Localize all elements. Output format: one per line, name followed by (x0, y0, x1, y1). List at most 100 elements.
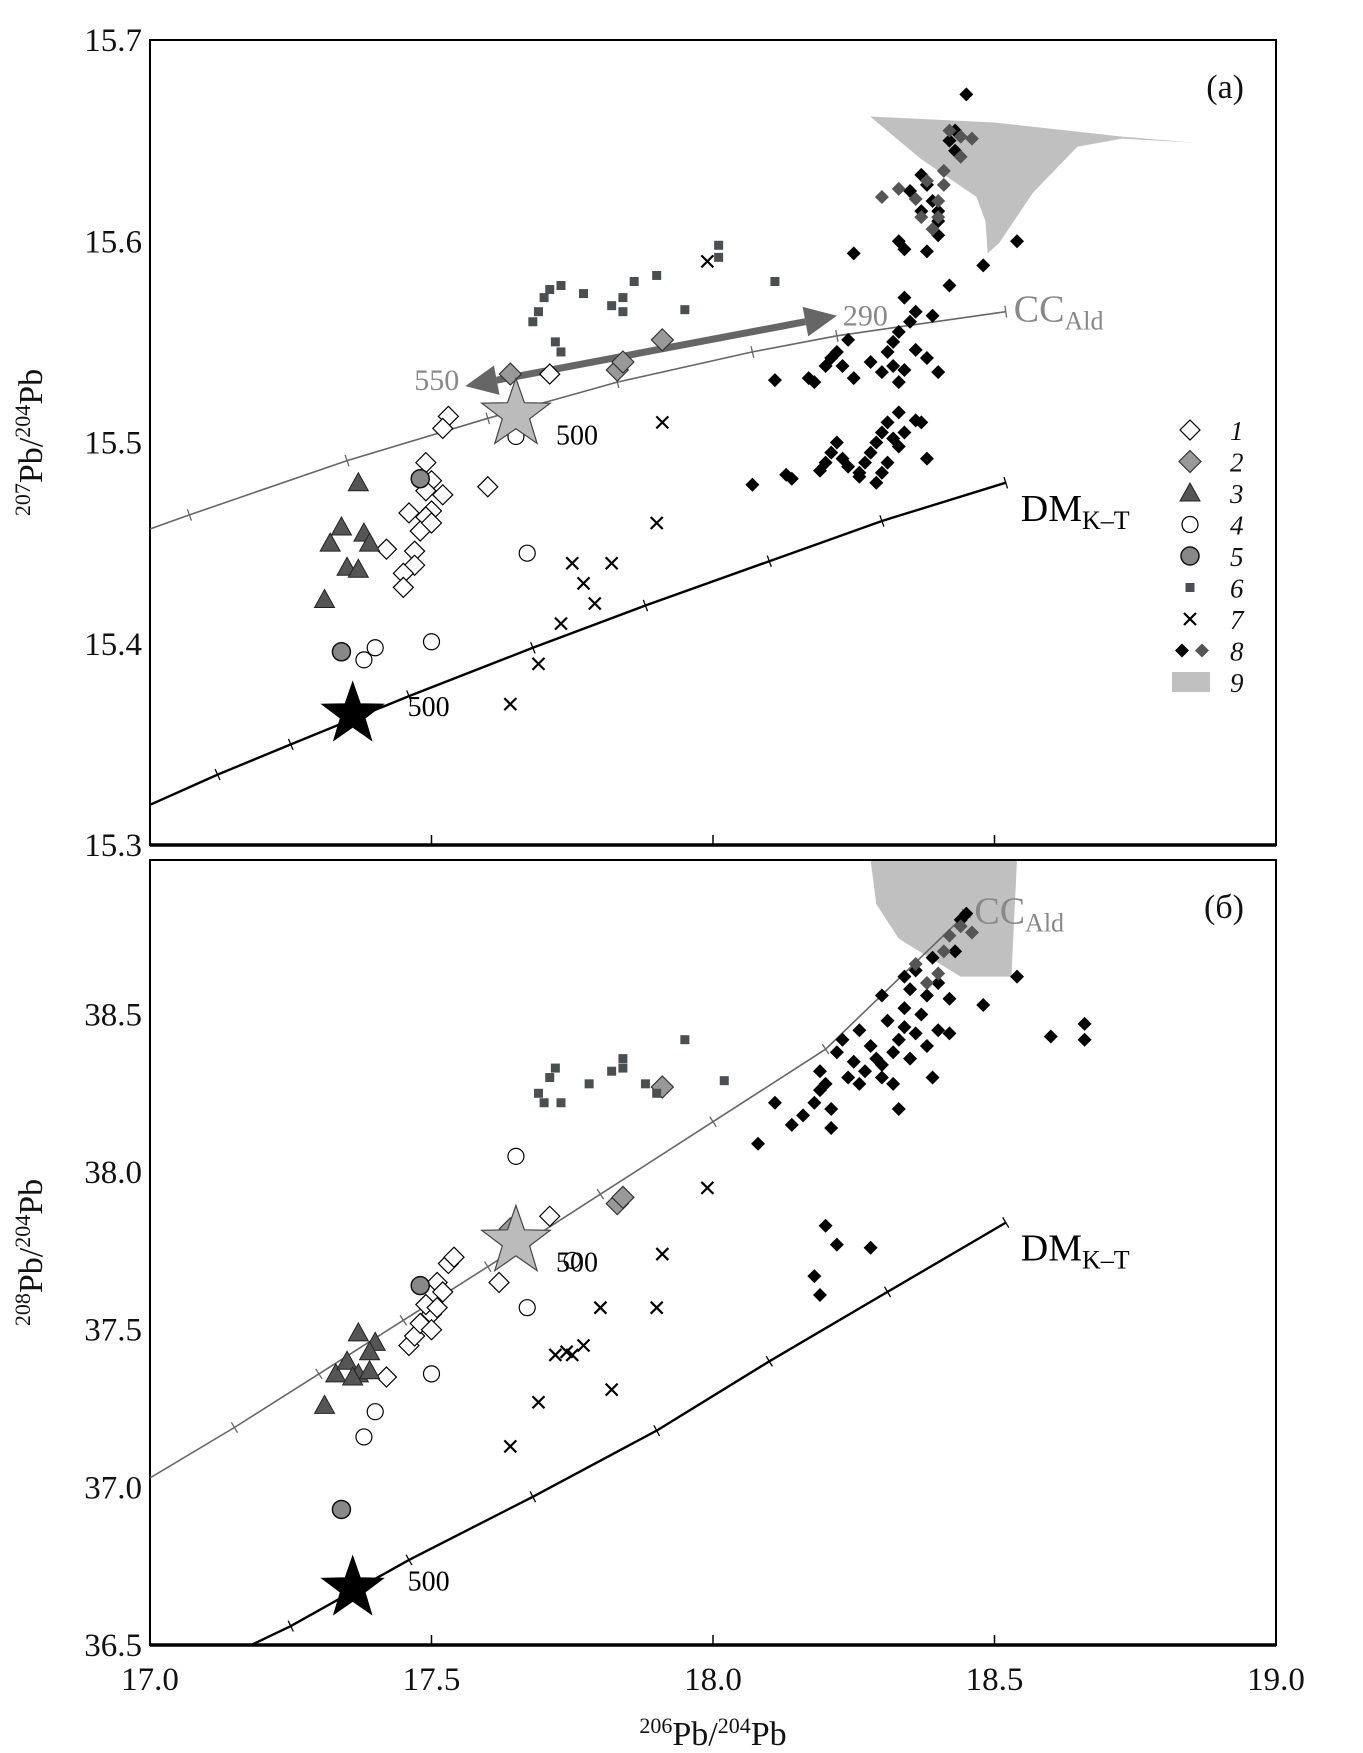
black-star-icon (320, 1554, 385, 1616)
series-3-triangle (313, 471, 381, 608)
y-label-part: Pb/ (13, 1247, 50, 1293)
data-point-gray-small-diamond (953, 149, 968, 164)
panel-b: 17.0 17.5 18.0 18.5 19.0 36.5 37.0 37.5 38.0 38.5… (10, 859, 1305, 1753)
data-point-square (550, 337, 560, 347)
data-point-black-diamond (829, 344, 844, 359)
data-point-black-diamond (976, 258, 991, 273)
curve-label-dm: DMK–T (1021, 488, 1130, 535)
data-point-square (714, 252, 724, 262)
data-point-gray-diamond (611, 1185, 635, 1210)
series-1-open-diamond (375, 363, 561, 599)
data-point-black-diamond (886, 1076, 901, 1091)
data-point-cross (576, 576, 591, 591)
data-point-square (640, 1079, 650, 1089)
curve-age-tick (835, 329, 839, 342)
data-point-open-circle (422, 1365, 441, 1383)
legend-marker-6 (1185, 583, 1195, 592)
data-point-square (533, 1088, 543, 1098)
data-point-black-diamond (880, 455, 895, 470)
data-point-open-circle (366, 639, 384, 657)
data-point-gray-diamond (650, 328, 675, 352)
data-point-black-diamond (818, 1218, 833, 1233)
y-label-part: Pb (13, 1179, 50, 1215)
curve-age-tick (766, 555, 772, 568)
data-point-black-diamond (869, 435, 884, 450)
data-point-black-diamond (852, 1076, 867, 1091)
series-8-gray-small-diamond (908, 919, 979, 990)
data-point-black-diamond (863, 1240, 878, 1255)
y-label-part: 208 (10, 1293, 35, 1326)
data-point-triangle (358, 1340, 381, 1361)
data-point-gray-diamond (650, 1075, 675, 1099)
data-point-square (533, 307, 543, 317)
data-point-black-diamond (886, 1045, 901, 1060)
data-point-black-diamond (874, 988, 889, 1003)
y-tick-label: 37.5 (84, 1313, 142, 1349)
data-point-black-diamond (812, 1288, 827, 1303)
field-9-polygon (870, 860, 1017, 977)
data-point-open-diamond (476, 475, 499, 498)
y-tick-label: 15.7 (84, 23, 142, 59)
data-point-cross (503, 1439, 518, 1454)
data-point-black-diamond (925, 1070, 940, 1085)
data-point-black-diamond (829, 1237, 844, 1252)
data-point-black-diamond (880, 344, 895, 359)
y-label-part: Pb/ (13, 437, 50, 483)
data-point-gray-small-diamond (964, 925, 979, 940)
curve-age-tick (709, 1116, 717, 1128)
data-point-open-diamond (431, 483, 454, 506)
data-point-black-diamond (942, 991, 957, 1006)
y-label-part: 204 (10, 405, 35, 438)
y-tick-label: 15.5 (84, 426, 142, 462)
data-point-square (550, 1063, 560, 1073)
data-point-black-diamond (751, 1136, 766, 1151)
curve-age-tick (765, 1355, 774, 1367)
series-2-gray-diamond (498, 1075, 675, 1241)
data-point-black-diamond (891, 405, 906, 420)
data-point-black-diamond (807, 1095, 822, 1110)
curve-age-tick (344, 454, 350, 467)
data-point-open-diamond (375, 538, 398, 561)
data-point-cross (649, 1300, 664, 1315)
data-point-square (714, 240, 724, 250)
data-point-black-diamond (846, 246, 861, 261)
legend-label: 1 (1230, 416, 1244, 446)
data-point-black-diamond (841, 459, 856, 474)
data-point-gray-small-diamond (953, 919, 968, 934)
curve-age-tick (405, 1554, 413, 1566)
star-age-label: 500 (408, 1566, 450, 1597)
data-point-black-diamond (874, 425, 889, 440)
data-point-black-diamond (925, 308, 940, 323)
data-point-open-diamond (431, 417, 454, 440)
legend-marker-5 (1180, 546, 1200, 566)
curve-age-tick (186, 509, 193, 521)
legend-label: 6 (1230, 574, 1244, 604)
data-point-black-diamond (841, 332, 856, 347)
curve-age-tick (530, 641, 536, 654)
data-point-black-diamond (931, 975, 946, 990)
data-point-triangle (347, 471, 370, 492)
y-tick-label: 15.3 (84, 828, 142, 864)
data-point-gray-small-diamond (931, 194, 946, 208)
curve-label-subscript: Ald (1025, 909, 1064, 938)
curve-age-tick (214, 768, 221, 781)
data-point-black-diamond (903, 1051, 918, 1066)
arrow-head-right (802, 306, 837, 337)
data-point-open-circle (507, 1147, 525, 1165)
x-tick-label: 17.5 (403, 1662, 461, 1698)
data-point-cross (604, 556, 619, 571)
x-label-part: 206 (639, 1713, 672, 1738)
gray-star-icon (479, 1203, 552, 1273)
data-point-black-diamond (919, 244, 934, 259)
data-point-black-diamond (942, 1026, 957, 1041)
series-6-square (528, 240, 780, 357)
data-point-black-diamond (796, 1108, 811, 1123)
legend-swatch-9 (1172, 672, 1210, 692)
data-point-square (539, 293, 549, 303)
data-point-square (652, 270, 662, 280)
series-3-triangle (313, 1321, 387, 1414)
data-point-square (556, 1098, 566, 1108)
y-axis-label: 208Pb/204Pb (10, 1179, 50, 1326)
data-point-gray-small-diamond (936, 177, 951, 192)
